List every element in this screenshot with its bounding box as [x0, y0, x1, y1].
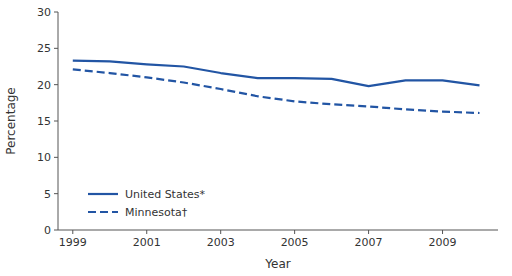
y-tick-label: 20 [37, 79, 51, 92]
x-tick [368, 230, 369, 234]
y-tick [54, 121, 58, 122]
legend-label: Minnesota† [125, 206, 188, 219]
x-axis-line [58, 230, 498, 231]
y-tick [54, 230, 58, 231]
y-tick-label: 30 [37, 6, 51, 19]
legend-swatch [88, 211, 118, 213]
x-tick-label: 2009 [429, 236, 457, 249]
y-tick-label: 5 [44, 188, 51, 201]
legend-swatch [88, 193, 118, 195]
x-tick-label: 1999 [59, 236, 87, 249]
x-tick-label: 2005 [281, 236, 309, 249]
y-tick [54, 12, 58, 13]
legend-label: United States* [125, 188, 205, 201]
y-tick-label: 25 [37, 42, 51, 55]
x-tick [220, 230, 221, 234]
x-tick-label: 2003 [207, 236, 235, 249]
legend: United States* Minnesota† [88, 188, 205, 219]
x-tick-label: 2001 [133, 236, 161, 249]
x-axis: 1999 2001 2003 2005 2007 2009 [59, 230, 457, 249]
y-tick-label: 15 [37, 115, 51, 128]
x-tick [146, 230, 147, 234]
series-line [73, 61, 480, 86]
y-tick [54, 48, 58, 49]
series-line [73, 69, 480, 113]
y-tick-label: 10 [37, 151, 51, 164]
y-tick [54, 193, 58, 194]
x-tick [442, 230, 443, 234]
x-tick-label: 2007 [355, 236, 383, 249]
y-tick-label: 0 [44, 224, 51, 237]
x-axis-label: Year [264, 257, 290, 271]
lines [73, 61, 480, 113]
y-axis: 0 5 10 15 20 25 30 [37, 6, 58, 237]
x-tick [294, 230, 295, 234]
chart: 1999 2001 2003 2005 2007 2009 0 5 10 15 20 25 30 Year… [0, 0, 512, 276]
y-axis-label: Percentage [4, 87, 18, 155]
x-tick [72, 230, 73, 234]
y-tick [54, 84, 58, 85]
y-tick [54, 157, 58, 158]
